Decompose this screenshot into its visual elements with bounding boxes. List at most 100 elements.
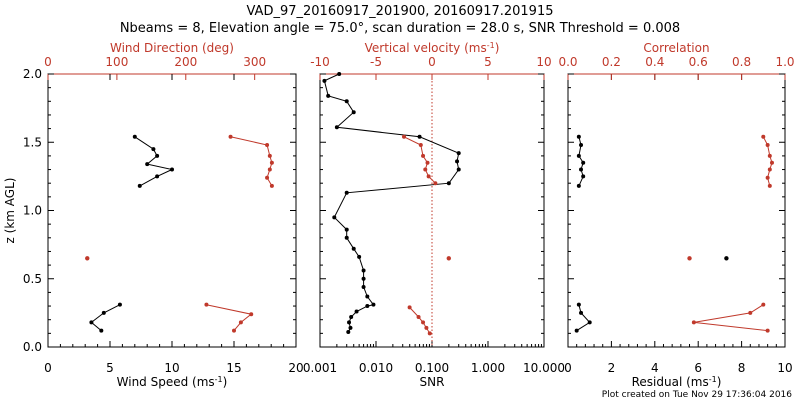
series-line-black [323, 73, 460, 333]
data-point-black [455, 159, 460, 164]
data-point-black [365, 294, 370, 299]
bottom-tick-label: 10 [164, 361, 179, 375]
data-point-black [349, 314, 354, 319]
data-point-black [348, 325, 353, 330]
panel-2-bottom-axis-label: SNR [420, 375, 445, 389]
data-point-black [579, 167, 584, 172]
bottom-tick-label: 0.010 [359, 361, 393, 375]
data-point-black [137, 183, 142, 188]
data-point-black [361, 268, 366, 273]
data-point-black [344, 227, 349, 232]
data-point-black [371, 302, 376, 307]
bottom-tick-label: 10 [777, 361, 792, 375]
data-point-black [417, 134, 422, 139]
top-tick-label: -10 [310, 55, 330, 69]
data-point-red [228, 134, 233, 139]
data-point-red [765, 328, 770, 333]
data-point-red [269, 160, 274, 165]
data-point-red [767, 167, 772, 172]
top-tick-label: 0.0 [558, 55, 577, 69]
series-line-black [576, 304, 591, 332]
data-point-red [427, 331, 432, 336]
data-point-black [576, 134, 581, 139]
data-point-black [151, 147, 156, 152]
data-point-black [361, 276, 366, 281]
data-point-black [344, 99, 349, 104]
data-point-red [267, 167, 272, 172]
data-point-red [765, 175, 770, 180]
top-tick-label: 10 [536, 55, 551, 69]
data-point-black [332, 215, 337, 220]
bottom-tick-label: 20 [288, 361, 303, 375]
panel-1-frame [47, 73, 297, 348]
data-point-red [433, 181, 438, 186]
data-point-red [232, 328, 236, 333]
data-point-black [576, 302, 581, 307]
top-tick-label: 0.2 [602, 55, 621, 69]
bottom-tick-label: 8 [738, 361, 746, 375]
y-tick-label: 0.0 [23, 340, 42, 354]
data-point-black [170, 167, 174, 172]
data-point-black [117, 302, 122, 307]
data-point-red [418, 142, 423, 147]
data-point-black [155, 174, 160, 179]
data-point-red [421, 320, 426, 325]
data-point-red [687, 256, 692, 261]
data-point-black [334, 125, 339, 130]
data-point-black [581, 174, 586, 179]
y-tick-label: 2.0 [23, 67, 42, 81]
series-line-black [90, 304, 121, 331]
panel-3-bottom-axis-label: Residual (ms-1) [632, 375, 722, 390]
data-point-red [265, 142, 270, 147]
top-tick-label: 0.4 [645, 55, 664, 69]
data-point-black [576, 183, 581, 188]
data-point-black [574, 328, 579, 333]
data-point-red [249, 312, 254, 317]
data-point-black [446, 181, 451, 186]
data-point-black [357, 254, 362, 259]
panel-3-frame [567, 73, 786, 348]
data-point-red [421, 153, 426, 158]
bottom-tick-label: 0 [44, 361, 52, 375]
data-point-red [267, 153, 272, 158]
data-point-red [204, 302, 209, 307]
data-point-red [424, 325, 429, 330]
panel-3-top-axis-label: Correlation [643, 41, 709, 55]
top-tick-label: 1.0 [775, 55, 794, 69]
bottom-tick-label: 0.100 [415, 361, 449, 375]
y-tick-label: 1.5 [23, 135, 42, 149]
data-point-black [132, 134, 137, 139]
data-point-black [581, 160, 586, 165]
bottom-tick-label: 10.000 [523, 361, 565, 375]
data-point-black [101, 310, 106, 315]
footer-credit: Plot created on Tue Nov 29 17:36:04 2016 [602, 390, 792, 400]
bottom-tick-label: 0.001 [303, 361, 337, 375]
top-tick-label: 100 [105, 55, 128, 69]
data-point-black [724, 256, 729, 261]
y-tick-label: 1.0 [23, 204, 42, 218]
data-point-black [365, 304, 370, 309]
bottom-tick-label: 5 [106, 361, 114, 375]
figure-title-line2: Nbeams = 8, Elevation angle = 75.0°, sca… [120, 21, 680, 36]
data-point-black [326, 93, 331, 98]
data-point-black [99, 328, 104, 333]
data-point-black [347, 320, 352, 325]
data-point-black [354, 309, 359, 314]
y-axis-label: z (km AGL) [3, 178, 17, 244]
y-tick-label: 0.5 [23, 272, 42, 286]
bottom-tick-label: 2 [608, 361, 616, 375]
data-point-red [407, 305, 412, 310]
data-point-red [426, 174, 431, 179]
data-point-black [337, 72, 342, 76]
series-line-red [206, 304, 253, 331]
data-point-red [265, 175, 270, 180]
data-point-black [344, 235, 349, 240]
data-point-black [322, 78, 327, 83]
data-point-black [145, 162, 150, 167]
top-tick-label: 0.8 [732, 55, 751, 69]
bottom-tick-label: 15 [226, 361, 241, 375]
panel-1-top-axis-label: Wind Direction (deg) [110, 41, 234, 55]
bottom-tick-label: 1.000 [471, 361, 505, 375]
data-point-black [346, 329, 351, 334]
